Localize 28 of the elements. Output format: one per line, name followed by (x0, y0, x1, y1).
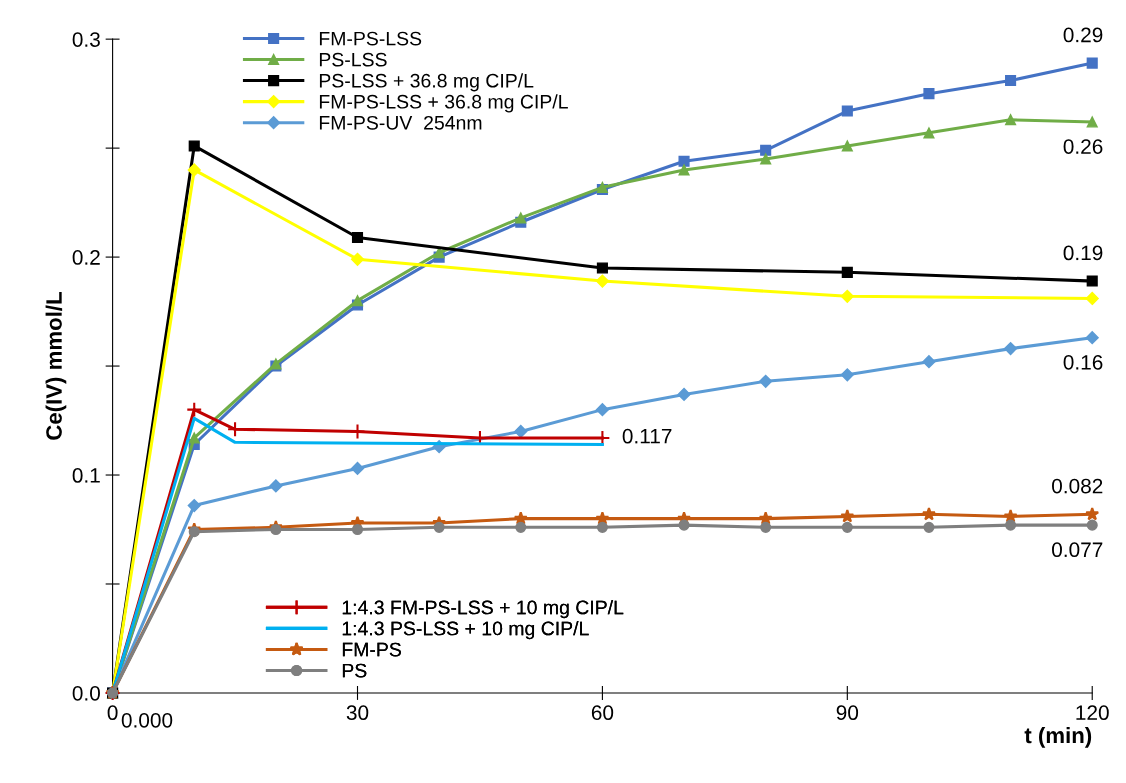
y-axis-title: Ce(IV) mmol/L (45, 292, 67, 440)
legend-label: FM-PS-LSS (319, 31, 422, 46)
legend-label: PS-LSS + 36.8 mg CIP/L (319, 73, 534, 92)
annotation: 0.082 (1052, 478, 1103, 494)
x-tick-label: 0 (107, 705, 118, 721)
annotation: 0.29 (1063, 27, 1103, 43)
x-tick-label: 30 (346, 705, 369, 721)
legend-label: PS-LSS (319, 52, 387, 67)
annotation: 0.26 (1063, 139, 1103, 154)
annotation: 0.000 (121, 712, 173, 728)
y-tick-label: 0.3 (72, 32, 100, 47)
x-axis-title: t (min) (1024, 726, 1092, 748)
legend-label: FM-PS (342, 642, 401, 657)
annotation: 0.117 (622, 428, 672, 444)
legend-label: FM-PS-UV 254nm (319, 115, 482, 130)
annotation: 0.16 (1063, 354, 1103, 370)
y-tick-label: 0.1 (72, 468, 100, 483)
x-tick-label: 120 (1076, 705, 1109, 721)
legend-label: 1:4.3 FM-PS-LSS + 10 mg CIP/L (342, 600, 624, 619)
annotation: 0.19 (1063, 245, 1103, 261)
x-tick-label: 60 (591, 705, 614, 721)
y-tick-label: 0.2 (72, 250, 100, 265)
x-tick-label: 90 (836, 705, 859, 721)
legend-label: 1:4.3 PS-LSS + 10 mg CIP/L (342, 621, 589, 640)
legend-label: FM-PS-LSS + 36.8 mg CIP/L (319, 94, 568, 113)
y-tick-label: 0.0 (72, 685, 100, 701)
annotation: 0.077 (1052, 542, 1103, 558)
legend-label: PS (342, 663, 367, 678)
